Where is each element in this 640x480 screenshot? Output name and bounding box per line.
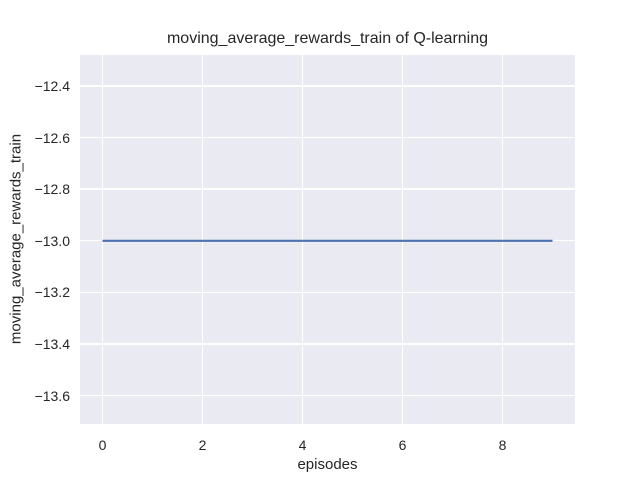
y-tick-label: −13.4: [34, 336, 70, 352]
v-gridline: [301, 55, 304, 424]
y-tick-label: −12.6: [34, 129, 70, 146]
chart-title: moving_average_rewards_train of Q-learni…: [166, 30, 489, 47]
plot-area: [80, 55, 575, 424]
y-tick-label: −12.8: [34, 181, 70, 198]
x-tick-label: 0: [98, 437, 107, 453]
y-tick-label: −12.4: [34, 77, 70, 94]
v-gridline: [501, 55, 504, 424]
h-gridline: [80, 85, 575, 87]
v-gridline: [201, 55, 204, 424]
y-tick-label: −13.6: [34, 387, 70, 404]
x-tick-label: 8: [498, 437, 507, 453]
h-gridline: [80, 343, 575, 345]
x-tick-label: 2: [198, 437, 207, 453]
h-gridline: [80, 394, 575, 397]
v-gridline: [401, 55, 404, 424]
y-tick-label: −13.0: [34, 232, 70, 249]
x-tick-label: 6: [398, 437, 407, 453]
x-tick-label: 4: [298, 437, 307, 453]
y-tick-label: −13.2: [34, 284, 70, 301]
h-gridline: [80, 291, 575, 294]
h-gridline: [80, 188, 575, 190]
data-line-svg: [102, 239, 553, 242]
x-axis-label: episodes: [297, 456, 358, 473]
h-gridline: [80, 136, 575, 139]
v-gridline: [101, 55, 104, 424]
